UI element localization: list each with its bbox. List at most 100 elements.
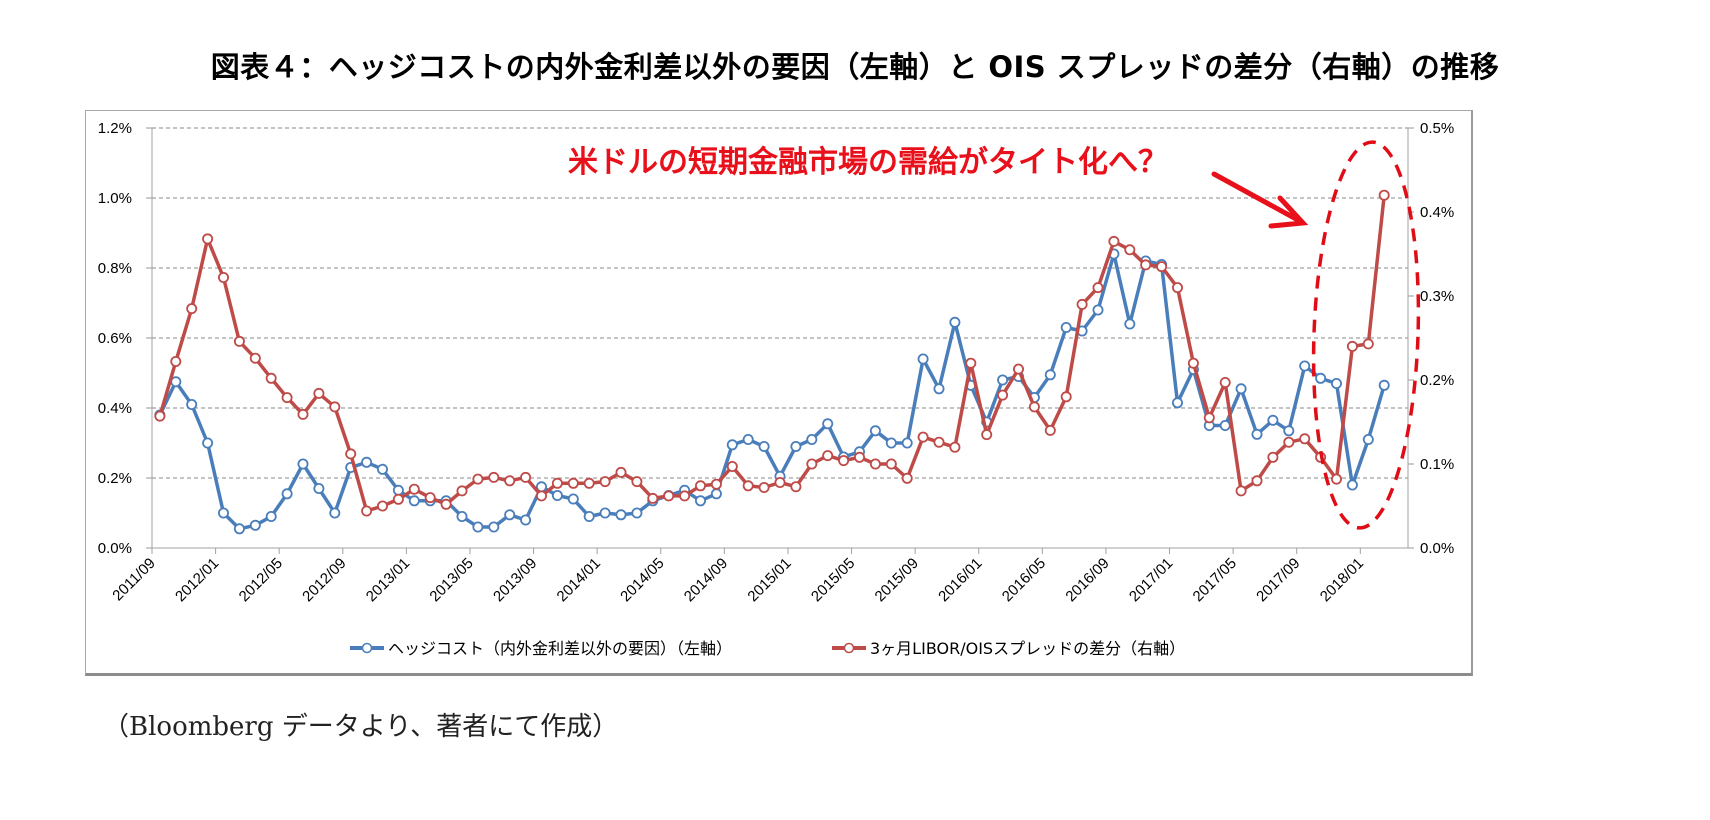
data-point: [1156, 261, 1168, 273]
data-point: [567, 477, 579, 489]
data-point: [297, 408, 309, 420]
data-point: [901, 472, 913, 484]
x-tick-label: 2013/01: [363, 555, 413, 605]
data-point: [202, 233, 214, 245]
data-point: [504, 509, 516, 521]
data-point: [424, 492, 436, 504]
data-point: [170, 355, 182, 367]
data-point: [202, 437, 214, 449]
data-point: [758, 440, 770, 452]
series-hedge-cost: [154, 248, 1390, 535]
data-point: [1092, 304, 1104, 316]
data-point: [376, 463, 388, 475]
data-point: [695, 480, 707, 492]
right-y-tick-label: 0.5%: [1420, 120, 1454, 137]
data-point: [774, 476, 786, 488]
gridlines: [152, 127, 1408, 479]
x-tick-label: 2016/09: [1062, 555, 1112, 605]
data-point: [1299, 433, 1311, 445]
x-tick-label: 2016/05: [999, 555, 1049, 605]
x-tick-label: 2013/09: [490, 555, 540, 605]
data-point: [599, 476, 611, 488]
x-tick-label: 2016/01: [935, 555, 985, 605]
data-point: [631, 476, 643, 488]
left-y-tick-label: 1.0%: [98, 190, 132, 207]
data-point: [520, 514, 532, 526]
data-point: [345, 448, 357, 460]
x-tick-label: 2012/01: [172, 555, 222, 605]
x-tick-label: 2015/05: [808, 555, 858, 605]
data-point: [1044, 424, 1056, 436]
data-point: [933, 436, 945, 448]
data-point: [536, 490, 548, 502]
data-point: [249, 352, 261, 364]
data-point: [695, 495, 707, 507]
data-point: [710, 478, 722, 490]
legend: ヘッジコスト（内外金利差以外の要因）（左軸） 3ヶ月LIBOR/OISスプレッド…: [350, 639, 1185, 658]
data-point: [885, 458, 897, 470]
highlight-ellipse: [1311, 140, 1421, 530]
data-point: [567, 493, 579, 505]
right-y-tick-label: 0.0%: [1420, 540, 1454, 557]
data-point: [726, 460, 738, 472]
x-tick-label: 2018/01: [1317, 555, 1367, 605]
left-y-tick-label: 0.8%: [98, 260, 132, 277]
data-point: [1140, 259, 1152, 271]
x-tick-label: 2014/05: [617, 555, 667, 605]
data-point: [806, 433, 818, 445]
data-point: [186, 303, 198, 315]
data-point: [933, 383, 945, 395]
data-point: [917, 353, 929, 365]
data-point: [392, 484, 404, 496]
data-point: [1331, 473, 1343, 485]
data-point: [520, 471, 532, 483]
data-point: [1172, 282, 1184, 294]
data-point: [854, 451, 866, 463]
data-point: [1378, 189, 1390, 201]
data-point: [217, 507, 229, 519]
data-point: [281, 488, 293, 500]
data-point: [1251, 428, 1263, 440]
data-point: [233, 523, 245, 535]
x-tick-label: 2015/09: [872, 555, 922, 605]
x-tick-label: 2011/09: [109, 555, 159, 605]
series-libor-ois: [154, 189, 1390, 517]
data-point: [869, 458, 881, 470]
x-tick-label: 2014/01: [554, 555, 604, 605]
data-point: [1219, 419, 1231, 431]
data-point: [1060, 321, 1072, 333]
left-y-tick-label: 0.4%: [98, 400, 132, 417]
data-point: [1362, 338, 1374, 350]
data-point: [472, 473, 484, 485]
data-point: [583, 510, 595, 522]
data-point: [1251, 475, 1263, 487]
left-y-tick-label: 1.2%: [98, 120, 132, 137]
data-point: [615, 509, 627, 521]
data-point: [710, 488, 722, 500]
data-point: [997, 389, 1009, 401]
data-point: [408, 483, 420, 495]
annotation-text: 米ドルの短期金融市場の需給がタイト化へ？: [568, 145, 1168, 180]
data-point: [1108, 235, 1120, 247]
figure-title: 図表４：ヘッジコストの内外金利差以外の要因（左軸）と OIS スプレッドの差分（…: [210, 50, 1500, 84]
data-point: [917, 431, 929, 443]
right-y-tick-label: 0.2%: [1420, 372, 1454, 389]
data-point: [1124, 244, 1136, 256]
data-point: [456, 510, 468, 522]
data-point: [456, 485, 468, 497]
left-y-tick-label: 0.2%: [98, 470, 132, 487]
data-point: [329, 401, 341, 413]
data-point: [265, 372, 277, 384]
data-point: [1362, 433, 1374, 445]
data-point: [822, 450, 834, 462]
data-point: [949, 316, 961, 328]
data-point: [1378, 379, 1390, 391]
data-point: [297, 458, 309, 470]
data-point: [1346, 479, 1358, 491]
data-point: [615, 466, 627, 478]
data-point: [838, 455, 850, 467]
data-point: [1076, 298, 1088, 310]
data-point: [583, 477, 595, 489]
x-tick-label: 2012/09: [299, 555, 349, 605]
data-point: [790, 481, 802, 493]
